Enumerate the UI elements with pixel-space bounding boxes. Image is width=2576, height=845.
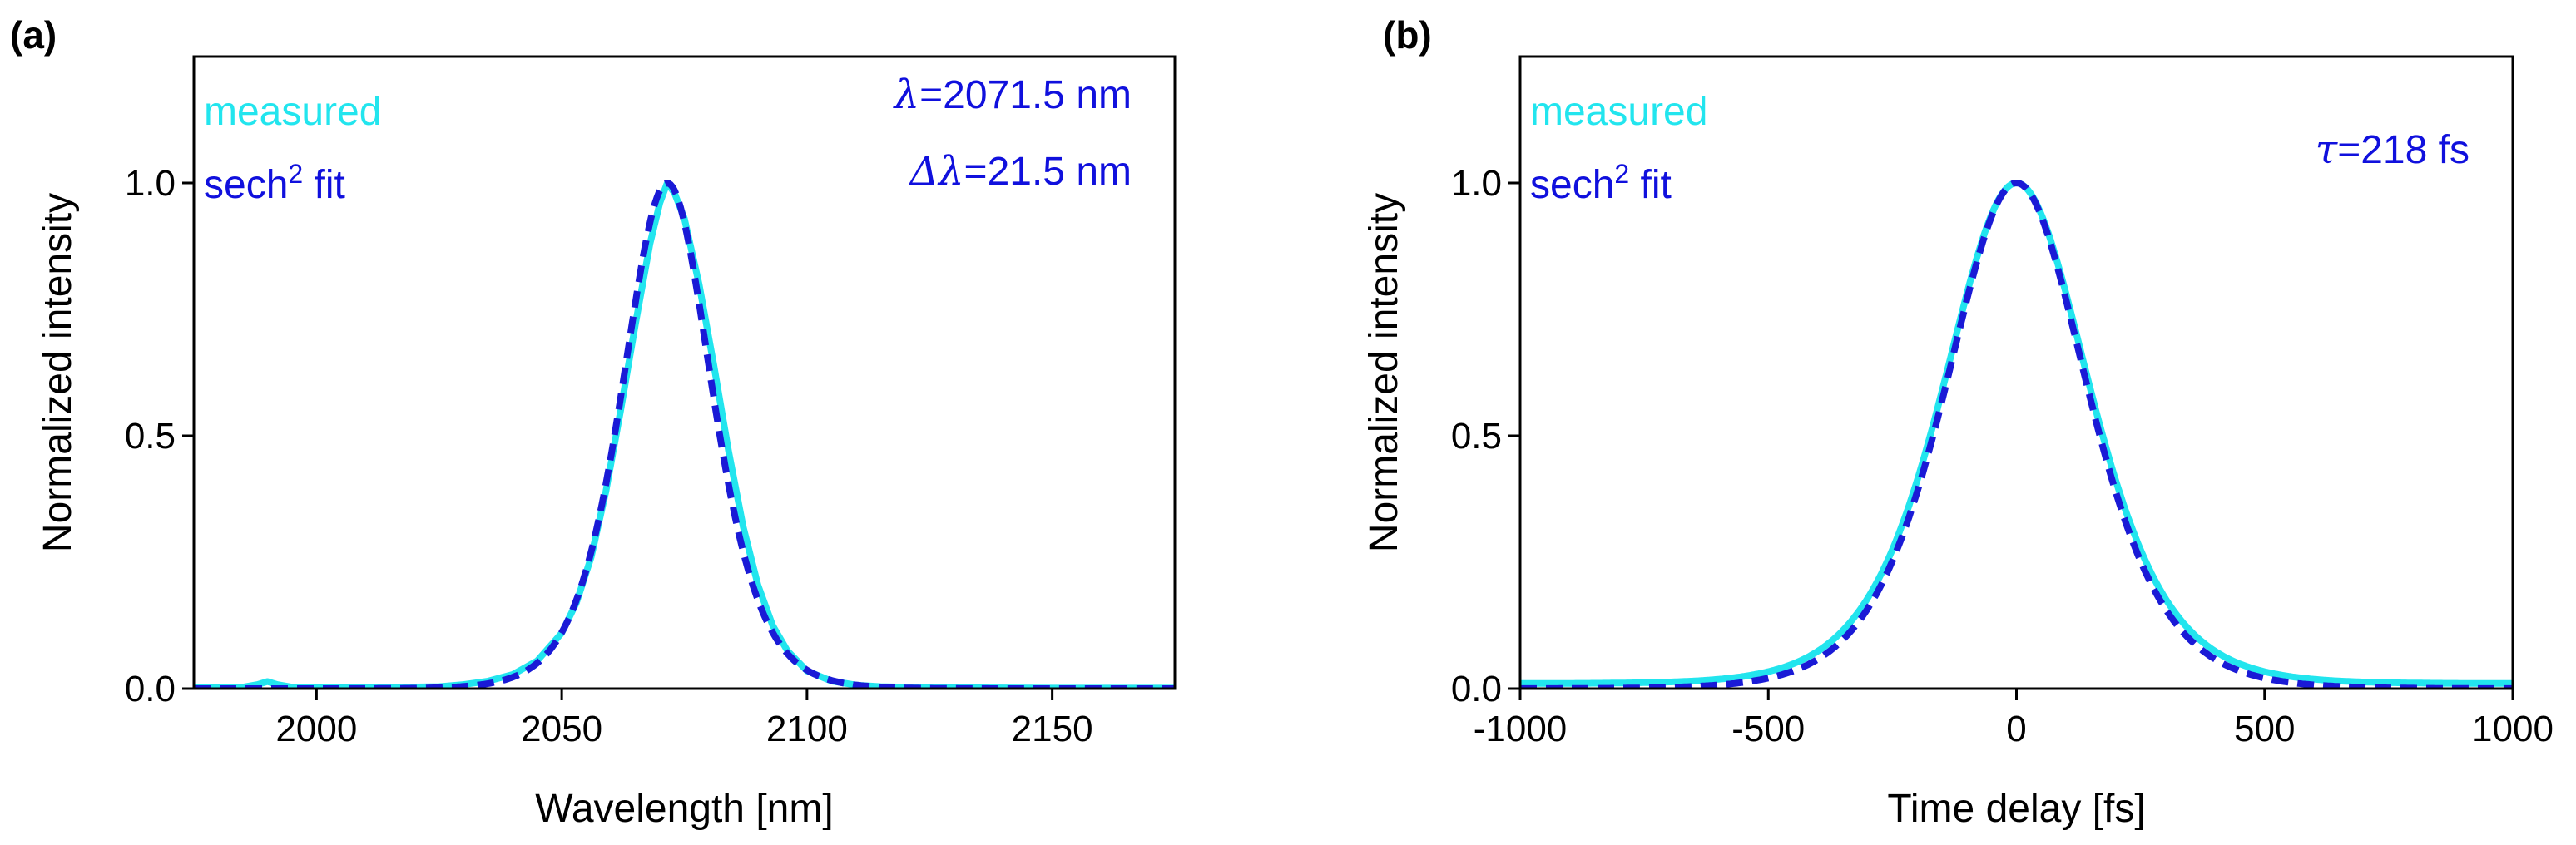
- legend-entry: measured: [1530, 90, 1707, 134]
- legend-entry: sech2 fit: [1530, 159, 1672, 207]
- y-tick-label: 0.0: [1451, 669, 1502, 709]
- x-tick-label: 2100: [766, 709, 848, 749]
- x-tick-label: 2000: [275, 709, 357, 749]
- annotation: λ=2071.5 nm: [893, 72, 1132, 118]
- x-tick-label: 0: [2006, 709, 2026, 749]
- measured-line: [1520, 180, 2513, 687]
- y-axis-label: Normalized intensity: [1362, 193, 1406, 552]
- annotation-value: =2071.5 nm: [919, 73, 1132, 117]
- y-tick-label: 0.0: [125, 669, 176, 709]
- measured-line: [194, 180, 1175, 689]
- sech2-fit-line: [1520, 180, 2513, 689]
- x-tick-label: 2150: [1012, 709, 1093, 749]
- legend-label: measured: [1530, 90, 1707, 134]
- y-tick-label: 1.0: [125, 163, 176, 204]
- legend-entry: measured: [204, 90, 381, 134]
- chart-panel-b: (b) -1000 -500 0 500 1000 0.0 0.5 1.0 Time delay …: [1362, 13, 2554, 831]
- plot-frame: [192, 55, 1177, 690]
- annotation: Δλ=21.5 nm: [908, 148, 1132, 195]
- panel-label: (b): [1383, 13, 1432, 57]
- panel-label: (a): [10, 13, 57, 57]
- annotation-symbol: Δλ: [908, 148, 964, 195]
- x-tick-label: -1000: [1474, 709, 1568, 749]
- annotation-value: =21.5 nm: [964, 150, 1132, 194]
- legend-label: sech: [1530, 163, 1614, 207]
- x-tick-label: 500: [2234, 709, 2295, 749]
- y-tick-label: 1.0: [1451, 163, 1502, 204]
- annotation: τ=218 fs: [2316, 126, 2469, 173]
- legend-entry: sech2 fit: [204, 159, 345, 207]
- x-tick-label: 1000: [2472, 709, 2554, 749]
- legend-label: sech: [204, 163, 288, 207]
- x-tick-label: -500: [1731, 709, 1805, 749]
- chart-panel-a: (a) 2000 2050 2100 2150 0.0 0.5 1.0 Wavelength […: [10, 13, 1177, 831]
- annotation-symbol: τ: [2316, 126, 2339, 173]
- x-axis-label: Time delay [fs]: [1887, 787, 2145, 831]
- x-tick-label: 2050: [521, 709, 602, 749]
- legend-superscript: 2: [288, 159, 303, 189]
- legend-superscript: 2: [1614, 159, 1629, 189]
- legend-suffix: fit: [1629, 163, 1672, 207]
- annotation-value: =218 fs: [2337, 128, 2469, 172]
- sech2-fit-line: [194, 180, 1175, 689]
- y-axis-label: Normalized intensity: [36, 193, 80, 552]
- annotation-symbol: λ: [893, 72, 919, 118]
- legend-label: measured: [204, 90, 381, 134]
- y-tick-label: 0.5: [1451, 416, 1502, 457]
- y-tick-label: 0.5: [125, 416, 176, 457]
- legend-suffix: fit: [303, 163, 345, 207]
- x-axis-label: Wavelength [nm]: [535, 787, 833, 831]
